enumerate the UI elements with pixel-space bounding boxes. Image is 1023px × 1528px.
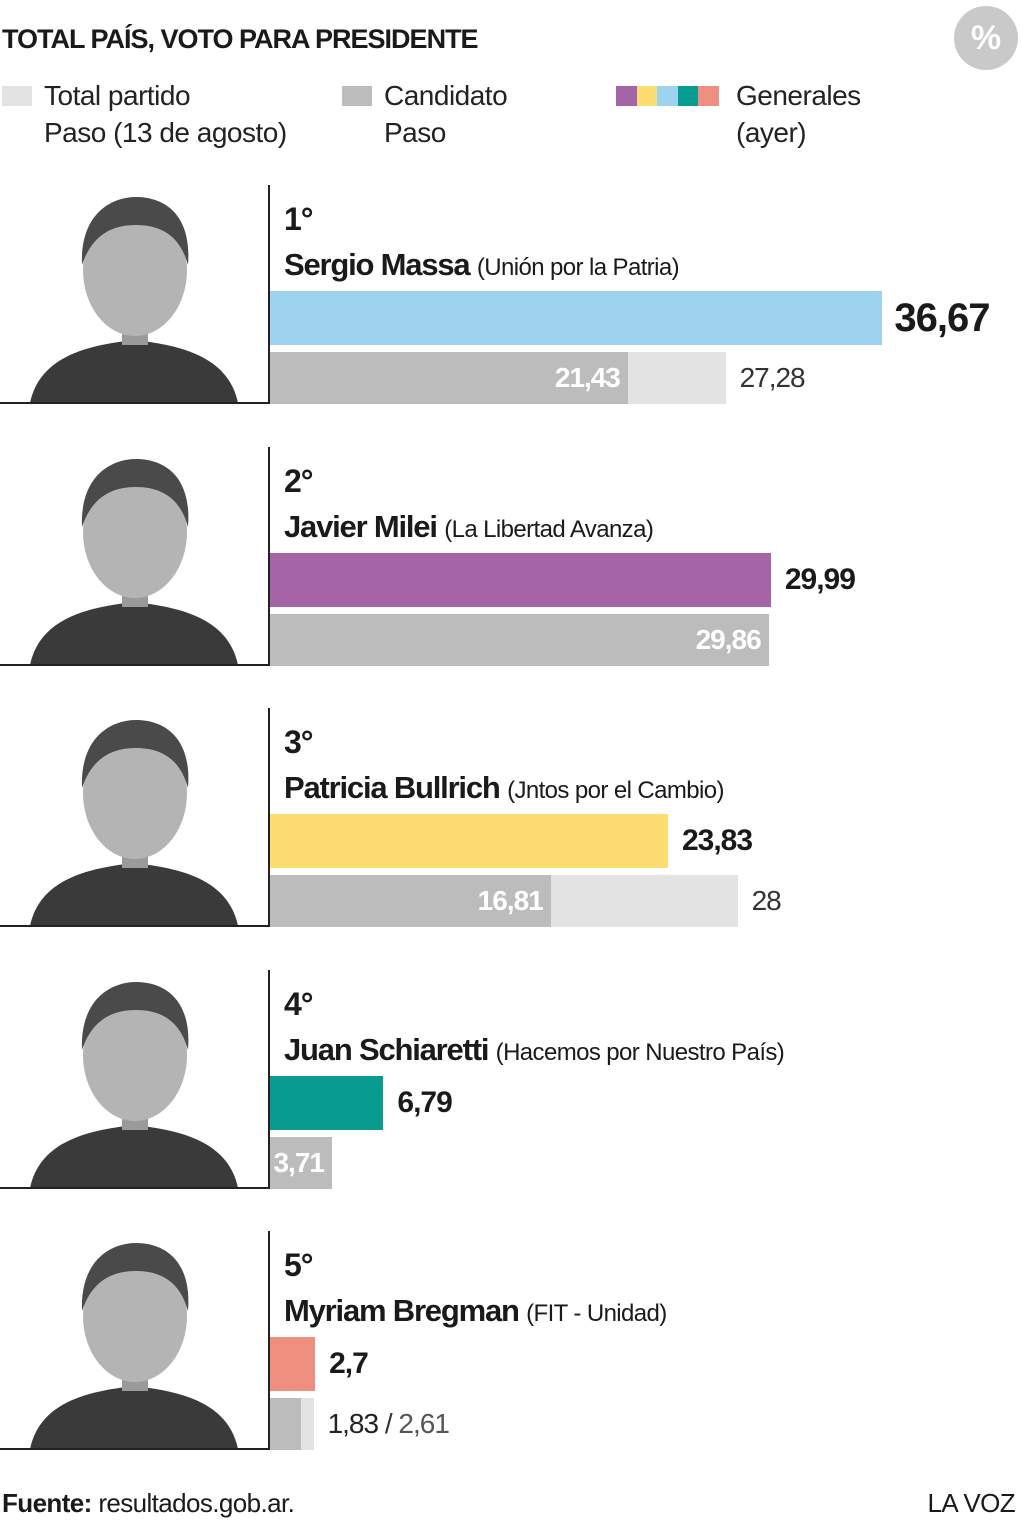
row-baseline — [0, 925, 270, 927]
row-divider — [268, 969, 270, 1189]
legend-label: Generales (ayer) — [736, 80, 861, 148]
party: (FIT - Unidad) — [526, 1300, 667, 1327]
portrait-shape — [30, 1124, 238, 1188]
source-label: Fuente: — [2, 1488, 92, 1518]
bar-generales — [270, 291, 883, 345]
value-label-candidato: 21,43 — [554, 362, 621, 393]
portrait — [30, 197, 238, 403]
row-divider — [268, 1231, 270, 1450]
row-baseline — [0, 1448, 270, 1450]
name-text: Patricia Bullrich — [284, 770, 501, 805]
legend-swatch — [657, 86, 678, 106]
party: (Hacemos por Nuestro País) — [495, 1038, 785, 1066]
bar-generales — [270, 1075, 384, 1130]
bar-candidato — [270, 875, 551, 927]
row-divider — [268, 185, 270, 404]
value-label-generales: 2,7 — [329, 1347, 369, 1380]
label-separator: / — [384, 1408, 393, 1439]
row-baseline — [0, 1186, 270, 1189]
name-text: Javier Milei — [284, 508, 438, 544]
bar-candidato — [270, 1398, 301, 1450]
value-labels: 1,83 / 2,61 — [327, 1398, 450, 1450]
rank: 5° — [284, 1247, 314, 1283]
source-text: resultados.gob.ar. — [98, 1488, 295, 1518]
bar-candidato — [270, 613, 769, 666]
row-baseline — [0, 663, 270, 666]
chart-title: TOTAL PAÍS, VOTO PARA PRESIDENTE — [2, 24, 479, 54]
candidate-name: Javier Milei (La Libertad Avanza) — [284, 508, 654, 545]
portrait — [30, 720, 238, 926]
value-label-candidato: 16,81 — [477, 885, 544, 916]
party: (La Libertad Avanza) — [444, 515, 654, 543]
portrait-shape — [81, 197, 189, 265]
portrait-shape — [30, 340, 238, 403]
portrait-shape — [30, 1386, 238, 1449]
value-label-candidato: 29,86 — [695, 623, 762, 655]
bar-candidato — [270, 1136, 332, 1189]
portrait-shape — [30, 601, 238, 665]
row-divider — [268, 708, 270, 927]
value-label-generales: 23,83 — [681, 824, 753, 857]
party: (Jntos por el Cambio) — [507, 777, 724, 804]
bar-candidato — [270, 352, 628, 404]
rank: 1° — [284, 201, 314, 237]
portrait — [30, 1243, 238, 1449]
value-label-total: 2,61 — [398, 1408, 449, 1439]
value-label-total: 28 — [751, 885, 782, 916]
credit: LA VOZ — [927, 1488, 1016, 1518]
portrait-shape — [81, 458, 189, 527]
value-label-candidato: 1,83 — [327, 1408, 379, 1439]
source: Fuente: resultados.gob.ar. — [2, 1488, 295, 1519]
value-label-generales: 29,99 — [784, 562, 856, 596]
portrait-shape — [81, 720, 189, 788]
portrait-shape — [83, 988, 187, 1121]
candidate-name: Patricia Bullrich (Jntos por el Cambio) — [284, 770, 724, 806]
legend-label: Candidato Paso — [384, 80, 508, 148]
value-label-generales: 36,67 — [894, 296, 990, 340]
legend-swatch — [677, 86, 698, 106]
bar-generales — [270, 552, 771, 607]
bar-generales — [270, 1337, 316, 1391]
legend-swatch — [616, 86, 637, 106]
unit-badge: % — [954, 6, 1018, 70]
row-baseline — [0, 402, 270, 404]
legend-swatch — [342, 86, 372, 106]
value-label-candidato: 3,71 — [273, 1146, 324, 1178]
candidate-name: Juan Schiaretti (Hacemos por Nuestro Paí… — [284, 1031, 785, 1068]
portrait-shape — [81, 1243, 189, 1311]
legend-swatch — [2, 86, 32, 106]
portrait-shape — [83, 727, 187, 859]
portrait-shape — [81, 981, 189, 1050]
value-label-total: 27,28 — [739, 362, 806, 393]
portrait-shape — [83, 465, 187, 598]
candidate-name: Myriam Bregman (FIT - Unidad) — [284, 1293, 667, 1329]
legend-swatch — [636, 86, 657, 106]
portrait-shape — [83, 1250, 187, 1382]
legend-swatch — [698, 86, 719, 106]
rank: 4° — [284, 985, 314, 1022]
name-text: Sergio Massa — [284, 247, 471, 282]
rank: 3° — [284, 724, 314, 760]
portrait — [30, 981, 238, 1188]
name-text: Juan Schiaretti — [284, 1031, 489, 1067]
portrait-shape — [30, 863, 238, 926]
bar-generales — [270, 814, 668, 868]
candidate-name: Sergio Massa (Unión por la Patria) — [284, 247, 680, 283]
portrait — [30, 458, 238, 665]
rank: 2° — [284, 462, 314, 499]
party: (Unión por la Patria) — [476, 254, 680, 281]
name-text: Myriam Bregman — [284, 1293, 520, 1328]
value-label-generales: 6,79 — [397, 1085, 452, 1119]
portrait-shape — [83, 204, 187, 336]
legend-label: Total partido Paso (13 de agosto) — [44, 80, 287, 148]
row-divider — [268, 446, 270, 666]
